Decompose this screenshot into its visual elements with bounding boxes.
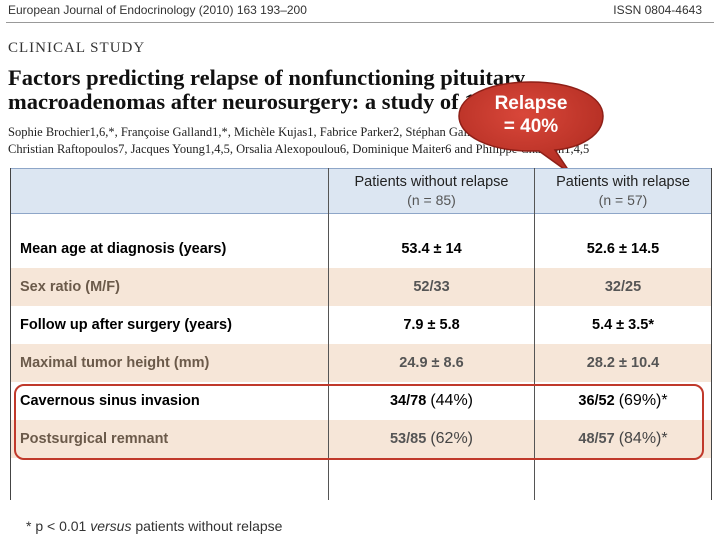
highlight-box bbox=[14, 384, 704, 460]
row-label: Mean age at diagnosis (years) bbox=[20, 241, 227, 257]
count: 34/78 bbox=[389, 393, 427, 409]
paper-title: Factors predicting relapse of nonfunctio… bbox=[8, 66, 713, 114]
footnote-prefix: * p < 0.01 bbox=[26, 518, 87, 534]
column-header-with-relapse: Patients with relapse (n = 57) bbox=[535, 173, 711, 209]
row-label: Maximal tumor height (mm) bbox=[20, 355, 210, 371]
percent: (69%)* bbox=[618, 392, 668, 409]
value-without-relapse: 7.9 ± 5.8 bbox=[403, 317, 460, 333]
table-row: Postsurgical remnant 53/85 (62%) 48/57 (… bbox=[11, 420, 711, 458]
percent: (84%)* bbox=[618, 430, 668, 447]
table-row: Mean age at diagnosis (years) 53.4 ± 14 … bbox=[11, 230, 711, 268]
value-with-relapse: 36/52 (69%)* bbox=[535, 382, 711, 420]
table-row: Sex ratio (M/F) 52/33 32/25 bbox=[11, 268, 711, 306]
value-without-relapse: 24.9 ± 8.6 bbox=[399, 355, 464, 371]
footnote: * p < 0.01 versus patients without relap… bbox=[26, 518, 282, 534]
author-list: Sophie Brochier1,6,*, Françoise Galland1… bbox=[8, 124, 718, 158]
count: 53/85 bbox=[389, 431, 427, 447]
row-label: Cavernous sinus invasion bbox=[20, 393, 200, 409]
relapse-callout: Relapse = 40% bbox=[455, 78, 607, 176]
title-line-1: Factors predicting relapse of nonfunctio… bbox=[8, 65, 526, 90]
authors-line-2: Christian Raftopoulos7, Jacques Young1,4… bbox=[8, 142, 590, 156]
percent: (62%) bbox=[430, 430, 473, 447]
callout-text: Relapse = 40% bbox=[455, 92, 607, 138]
row-label: Postsurgical remnant bbox=[20, 431, 169, 447]
column-divider bbox=[534, 168, 535, 500]
value-with-relapse: 52.6 ± 14.5 bbox=[586, 241, 660, 257]
header-rule bbox=[6, 22, 714, 23]
value-with-relapse: 5.4 ± 3.5* bbox=[592, 317, 654, 333]
callout-line-2: = 40% bbox=[503, 116, 559, 137]
value-with-relapse: 28.2 ± 10.4 bbox=[586, 355, 660, 371]
title-line-2: macroadenomas after neurosurgery: a stud… bbox=[8, 89, 580, 114]
table-header-band bbox=[11, 168, 711, 214]
column-title: Patients with relapse bbox=[556, 174, 690, 190]
column-header-without-relapse: Patients without relapse (n = 85) bbox=[329, 173, 534, 209]
journal-citation: European Journal of Endocrinology (2010)… bbox=[8, 3, 307, 17]
value-without-relapse: 53.4 ± 14 bbox=[401, 241, 462, 257]
journal-issn: ISSN 0804-4643 bbox=[613, 3, 702, 17]
column-count: (n = 57) bbox=[598, 192, 648, 208]
value-without-relapse: 52/33 bbox=[413, 279, 450, 295]
footnote-suffix: patients without relapse bbox=[135, 518, 283, 534]
authors-line-1: Sophie Brochier1,6,*, Françoise Galland1… bbox=[8, 125, 500, 139]
table-row: Follow up after surgery (years) 7.9 ± 5.… bbox=[11, 306, 711, 344]
column-count: (n = 85) bbox=[407, 192, 456, 208]
count: 48/57 bbox=[578, 431, 615, 447]
row-label: Sex ratio (M/F) bbox=[20, 279, 120, 295]
value-without-relapse: 53/85 (62%) bbox=[329, 420, 534, 458]
table-row: Maximal tumor height (mm) 24.9 ± 8.6 28.… bbox=[11, 344, 711, 382]
results-table: Patients without relapse (n = 85) Patien… bbox=[10, 168, 712, 500]
value-without-relapse: 34/78 (44%) bbox=[329, 382, 534, 420]
value-with-relapse: 32/25 bbox=[604, 279, 642, 295]
callout-balloon-shape bbox=[458, 81, 604, 175]
percent: (44%) bbox=[430, 392, 473, 409]
column-title: Patients without relapse bbox=[354, 174, 509, 190]
footnote-italic: versus bbox=[90, 518, 132, 534]
value-with-relapse: 48/57 (84%)* bbox=[535, 420, 711, 458]
column-divider bbox=[328, 168, 329, 500]
count: 36/52 bbox=[578, 393, 615, 409]
row-label: Follow up after surgery (years) bbox=[20, 317, 232, 333]
callout-line-1: Relapse bbox=[494, 93, 568, 114]
section-label: CLINICAL STUDY bbox=[8, 40, 146, 56]
table-row: Cavernous sinus invasion 34/78 (44%) 36/… bbox=[11, 382, 711, 420]
